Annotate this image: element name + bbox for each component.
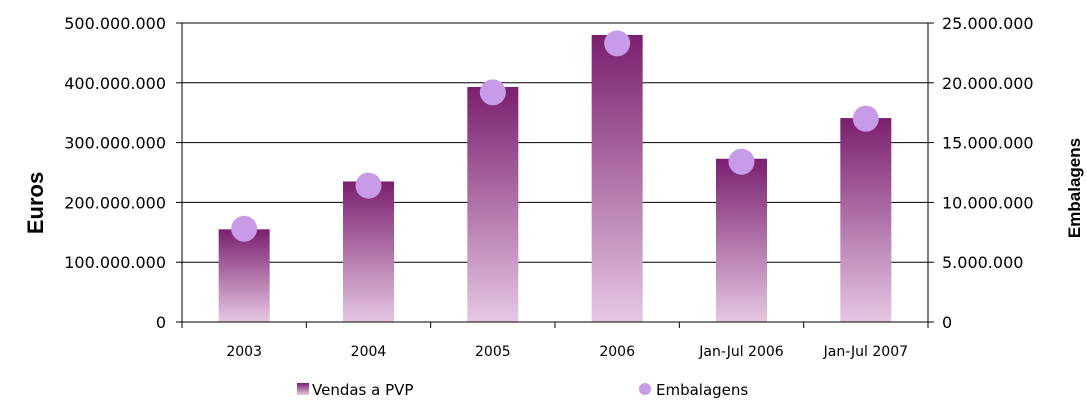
x-tick-label: 2004 <box>351 344 387 360</box>
bar-jan-jul-2006 <box>716 158 767 322</box>
legend-swatch-point <box>639 383 651 395</box>
legend: Vendas a PVP Embalagens <box>297 381 748 399</box>
y-tick-labels: 0 100.000.000 200.000.000 300.000.000 400.00… <box>64 14 166 332</box>
bar-2003 <box>218 229 270 322</box>
bars <box>218 34 892 323</box>
point-2004 <box>355 172 382 199</box>
y2-tick-label: 10.000.000 <box>942 193 1034 212</box>
y2-tick-label: 0 <box>942 313 952 332</box>
y2-tick-labels: 0 5.000.000 10.000.000 15.000.000 20.000.000… <box>942 14 1034 332</box>
points <box>231 30 879 242</box>
y-tick-label: 300.000.000 <box>64 134 166 153</box>
y-tick-label: 500.000.000 <box>64 14 166 33</box>
y2-axis-title: Embalagens <box>1065 138 1084 238</box>
legend-swatch-bar <box>297 383 309 395</box>
x-tick-label: 2005 <box>475 344 511 360</box>
bar-2004 <box>343 181 394 322</box>
point-jan-jul-2007 <box>852 105 879 132</box>
bar-jan-jul-2007 <box>840 118 892 322</box>
x-tick-label: Jan-Jul 2007 <box>823 344 908 360</box>
y2-tick-label: 25.000.000 <box>942 14 1034 33</box>
legend-label-point: Embalagens <box>656 381 748 399</box>
y-tick-label: 100.000.000 <box>64 253 166 272</box>
x-tick-label: 2006 <box>599 344 635 360</box>
legend-label-bar: Vendas a PVP <box>312 381 413 399</box>
y-tick-label: 400.000.000 <box>64 74 166 93</box>
y-tick-label: 0 <box>156 313 166 332</box>
y2-tick-label: 15.000.000 <box>942 134 1034 153</box>
point-2003 <box>231 215 258 242</box>
point-2005 <box>479 79 506 106</box>
y-axis-title: Euros <box>23 172 48 234</box>
axes <box>176 22 934 328</box>
point-2006 <box>604 30 631 57</box>
x-tick-label: 2003 <box>226 344 262 360</box>
x-tick-labels: 2003 2004 2005 2006 Jan-Jul 2006 Jan-Jul 2007 <box>226 344 908 360</box>
point-jan-jul-2006 <box>728 148 755 175</box>
y2-tick-label: 20.000.000 <box>942 74 1034 93</box>
gridlines <box>182 22 928 263</box>
bar-2006 <box>591 34 643 323</box>
y-tick-label: 200.000.000 <box>64 193 166 212</box>
x-tick-label: Jan-Jul 2006 <box>698 344 783 360</box>
y2-tick-label: 5.000.000 <box>942 253 1023 272</box>
bar-2005 <box>467 86 519 323</box>
